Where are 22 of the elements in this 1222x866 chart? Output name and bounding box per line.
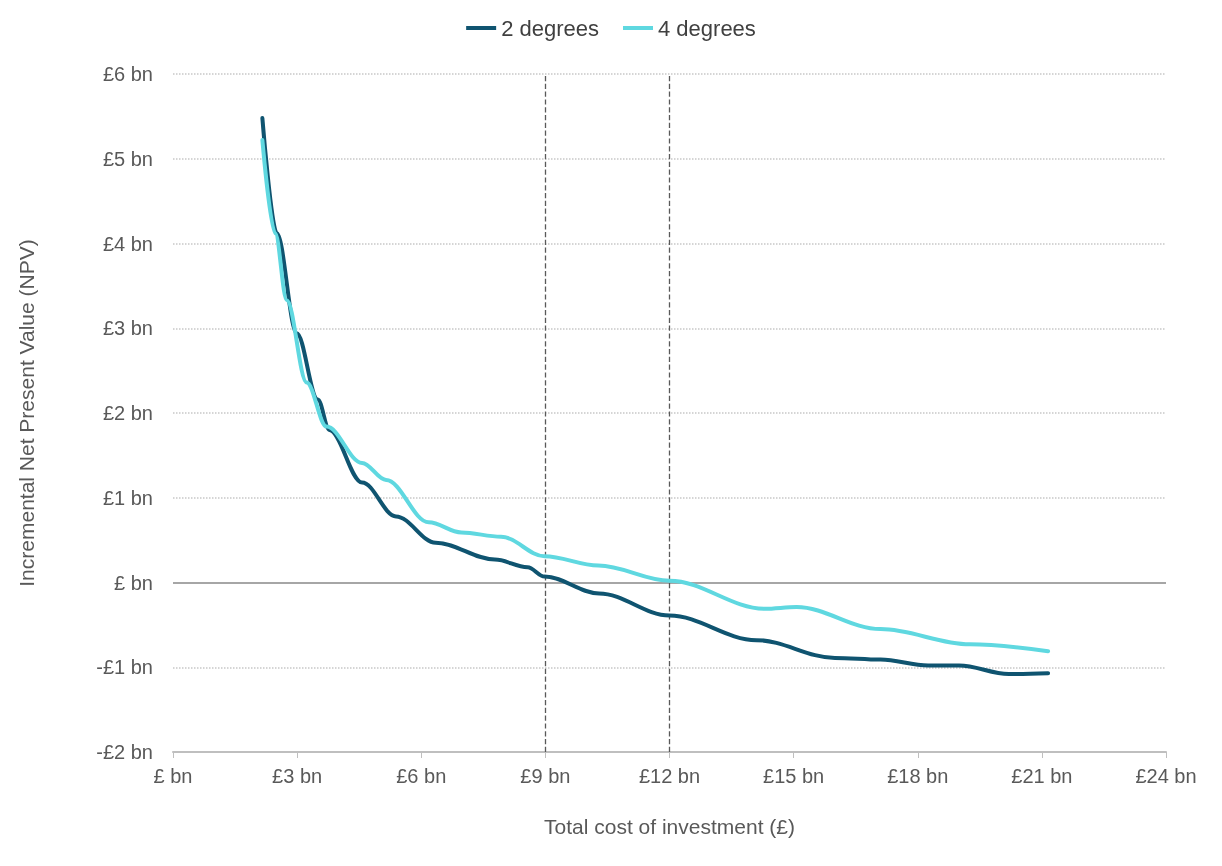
x-axis-title: Total cost of investment (£) <box>544 815 795 838</box>
x-tick-label: £24 bn <box>1135 765 1197 787</box>
y-tick-label: £5 bn <box>102 147 153 170</box>
y-tick-label: £6 bn <box>102 63 153 85</box>
y-tick-label: -£1 bn <box>96 656 153 679</box>
x-tick-label: £12 bn <box>638 765 701 787</box>
x-tick-label: £ bn <box>153 765 193 787</box>
y-tick-label: £3 bn <box>102 317 153 340</box>
x-tick-label: £15 bn <box>763 765 825 787</box>
y-axis-title: Incremental Net Present Value (NPV) <box>15 239 38 587</box>
x-tick-label: £9 bn <box>520 765 571 787</box>
x-tick-label: £21 bn <box>1011 765 1073 787</box>
y-tick-label: -£2 bn <box>96 741 153 763</box>
legend-label: 4 degrees <box>658 15 756 41</box>
y-tick-label: £1 bn <box>102 486 153 509</box>
y-tick-label: £2 bn <box>102 402 153 424</box>
y-tick-label: £ bn <box>114 571 153 594</box>
x-tick-label: £3 bn <box>272 765 323 787</box>
y-tick-label: £4 bn <box>102 232 153 255</box>
x-tick-label: £6 bn <box>396 765 447 787</box>
legend-label: 2 degrees <box>501 15 600 41</box>
x-tick-label: £18 bn <box>887 765 949 787</box>
